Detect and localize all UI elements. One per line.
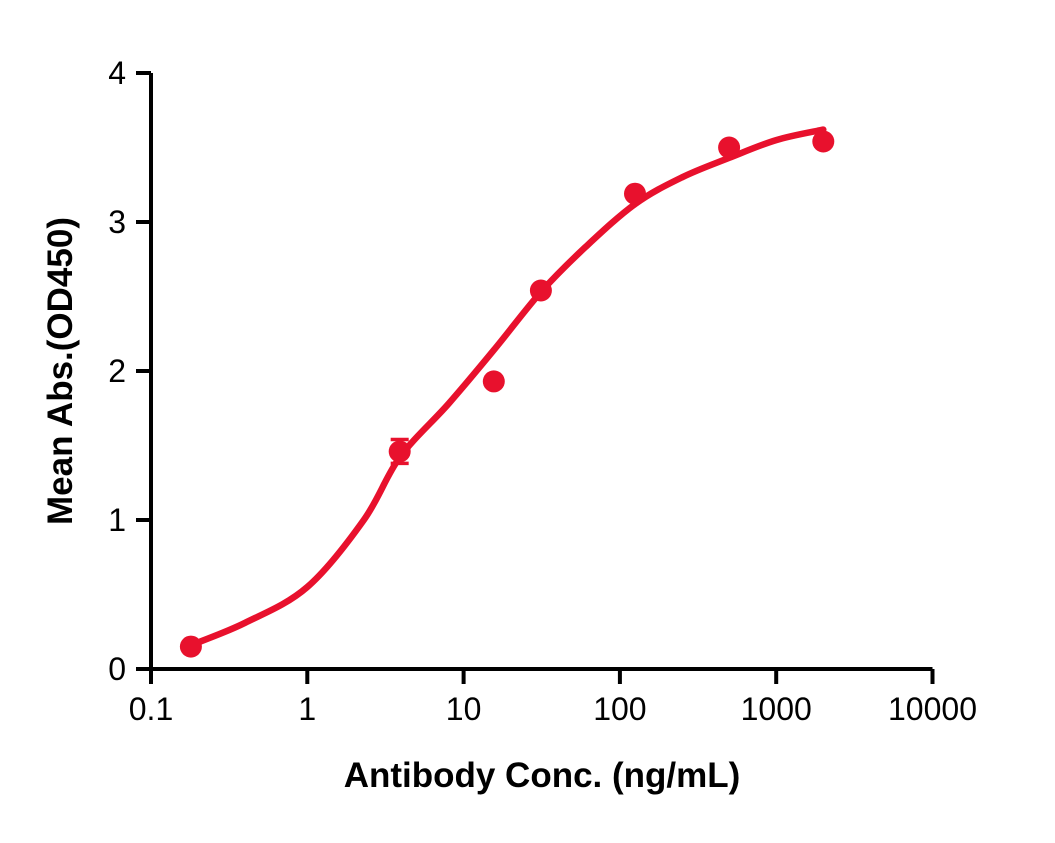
data-point-marker [529, 279, 552, 302]
x-axis-ticks: 0.1 1 10 100 1000 10000 [129, 669, 977, 727]
y-tick-label: 0 [108, 651, 126, 687]
x-tick-label: 0.1 [129, 691, 173, 727]
y-axis-ticks: 0 1 2 3 4 [108, 55, 151, 687]
data-point-marker [624, 182, 646, 205]
y-tick-label: 1 [108, 502, 126, 538]
x-axis-title: Antibody Conc. (ng/mL) [344, 756, 741, 795]
x-tick-label: 10000 [888, 691, 977, 727]
data-point-marker [482, 370, 505, 393]
data-point-marker [179, 635, 202, 658]
x-tick-label: 100 [593, 691, 646, 727]
fit-curve-line [187, 126, 827, 649]
x-tick-label: 1000 [741, 691, 812, 727]
data-point-marker [388, 440, 411, 463]
axes [149, 73, 933, 671]
y-tick-label: 2 [108, 353, 126, 389]
data-point-marker [718, 136, 741, 159]
axis-frame [149, 73, 933, 671]
y-tick-label: 4 [108, 55, 126, 91]
y-tick-label: 3 [108, 204, 126, 240]
y-axis-title: Mean Abs.(OD450) [41, 217, 80, 525]
x-tick-label: 1 [298, 691, 316, 727]
data-point-marker [812, 130, 835, 153]
x-tick-label: 10 [446, 691, 482, 727]
data-points [179, 130, 835, 658]
